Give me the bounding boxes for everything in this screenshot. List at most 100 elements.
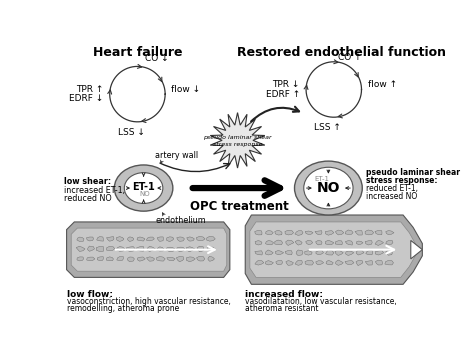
- Polygon shape: [346, 251, 354, 255]
- Polygon shape: [285, 230, 293, 235]
- Polygon shape: [275, 251, 283, 255]
- Polygon shape: [77, 237, 84, 242]
- Polygon shape: [356, 260, 363, 266]
- Polygon shape: [306, 240, 313, 245]
- Polygon shape: [166, 247, 175, 252]
- Polygon shape: [355, 231, 362, 235]
- Polygon shape: [167, 257, 175, 261]
- Polygon shape: [366, 251, 373, 255]
- Text: CO ↑: CO ↑: [337, 53, 361, 62]
- Polygon shape: [207, 236, 215, 241]
- Polygon shape: [255, 240, 262, 245]
- Text: EDRF ↑: EDRF ↑: [265, 90, 300, 98]
- Polygon shape: [156, 247, 164, 251]
- Polygon shape: [86, 237, 93, 241]
- Text: increased NO: increased NO: [366, 192, 418, 201]
- Polygon shape: [77, 257, 83, 261]
- Text: flow ↑: flow ↑: [368, 80, 397, 89]
- Ellipse shape: [114, 165, 173, 211]
- Polygon shape: [345, 230, 353, 235]
- Ellipse shape: [294, 161, 362, 215]
- Polygon shape: [117, 247, 125, 251]
- Text: CO ↓: CO ↓: [145, 54, 169, 63]
- Polygon shape: [356, 241, 363, 245]
- Polygon shape: [207, 247, 215, 251]
- Ellipse shape: [304, 167, 353, 209]
- Polygon shape: [66, 222, 230, 277]
- Polygon shape: [286, 261, 293, 265]
- Polygon shape: [316, 261, 324, 265]
- Polygon shape: [106, 257, 113, 261]
- Text: stress response:: stress response:: [366, 176, 438, 185]
- Text: artery wall: artery wall: [155, 151, 198, 160]
- Text: reduced ET-1,: reduced ET-1,: [366, 184, 418, 193]
- Polygon shape: [356, 250, 364, 255]
- Polygon shape: [386, 240, 393, 244]
- Polygon shape: [325, 231, 334, 235]
- Text: flow ↓: flow ↓: [171, 85, 201, 94]
- Polygon shape: [295, 231, 303, 235]
- Polygon shape: [255, 251, 263, 255]
- Polygon shape: [156, 256, 165, 261]
- Polygon shape: [250, 222, 416, 277]
- Text: vasodilatation, low vascular resistance,: vasodilatation, low vascular resistance,: [245, 296, 397, 306]
- Polygon shape: [137, 257, 146, 261]
- Polygon shape: [128, 237, 134, 242]
- Polygon shape: [87, 257, 95, 261]
- Polygon shape: [107, 237, 114, 241]
- Polygon shape: [157, 237, 164, 242]
- Polygon shape: [335, 241, 342, 245]
- Polygon shape: [335, 250, 343, 255]
- Polygon shape: [265, 261, 273, 265]
- Text: endothelium: endothelium: [155, 216, 206, 225]
- Polygon shape: [197, 256, 205, 261]
- Text: increased flow:: increased flow:: [245, 290, 323, 299]
- Polygon shape: [411, 240, 422, 259]
- Text: stress response: stress response: [213, 142, 262, 147]
- Polygon shape: [186, 257, 195, 262]
- Polygon shape: [375, 230, 382, 235]
- Polygon shape: [336, 230, 344, 235]
- Polygon shape: [325, 240, 334, 245]
- Polygon shape: [128, 257, 135, 262]
- Polygon shape: [365, 261, 373, 265]
- Polygon shape: [386, 250, 392, 255]
- Polygon shape: [137, 247, 144, 251]
- Polygon shape: [385, 260, 393, 265]
- Polygon shape: [296, 250, 303, 255]
- Polygon shape: [176, 256, 184, 262]
- Polygon shape: [71, 228, 227, 271]
- Polygon shape: [177, 247, 185, 252]
- Polygon shape: [295, 260, 302, 265]
- Text: remodelling, atheroma prone: remodelling, atheroma prone: [66, 303, 179, 313]
- Text: TPR ↓: TPR ↓: [273, 80, 300, 89]
- Text: Restored endothelial function: Restored endothelial function: [237, 46, 446, 58]
- Polygon shape: [97, 257, 103, 261]
- Polygon shape: [137, 237, 145, 241]
- Polygon shape: [187, 237, 194, 241]
- Polygon shape: [365, 241, 372, 245]
- Polygon shape: [326, 250, 334, 255]
- Text: atheroma resistant: atheroma resistant: [245, 303, 319, 313]
- Polygon shape: [266, 230, 273, 235]
- Polygon shape: [196, 236, 205, 241]
- Polygon shape: [97, 237, 103, 241]
- Polygon shape: [117, 256, 123, 261]
- Polygon shape: [116, 237, 124, 242]
- Polygon shape: [107, 246, 115, 251]
- Polygon shape: [315, 231, 322, 235]
- Polygon shape: [76, 246, 85, 251]
- Ellipse shape: [124, 173, 163, 204]
- Text: EDRF ↓: EDRF ↓: [69, 94, 103, 103]
- Polygon shape: [305, 260, 314, 265]
- Polygon shape: [146, 237, 155, 241]
- Polygon shape: [275, 240, 283, 245]
- Polygon shape: [305, 231, 313, 235]
- Polygon shape: [255, 260, 264, 265]
- Polygon shape: [210, 113, 265, 168]
- Text: low flow:: low flow:: [66, 290, 113, 299]
- Polygon shape: [146, 257, 155, 261]
- Text: Heart failure: Heart failure: [93, 46, 182, 58]
- Text: reduced NO: reduced NO: [64, 193, 112, 203]
- Polygon shape: [316, 251, 323, 255]
